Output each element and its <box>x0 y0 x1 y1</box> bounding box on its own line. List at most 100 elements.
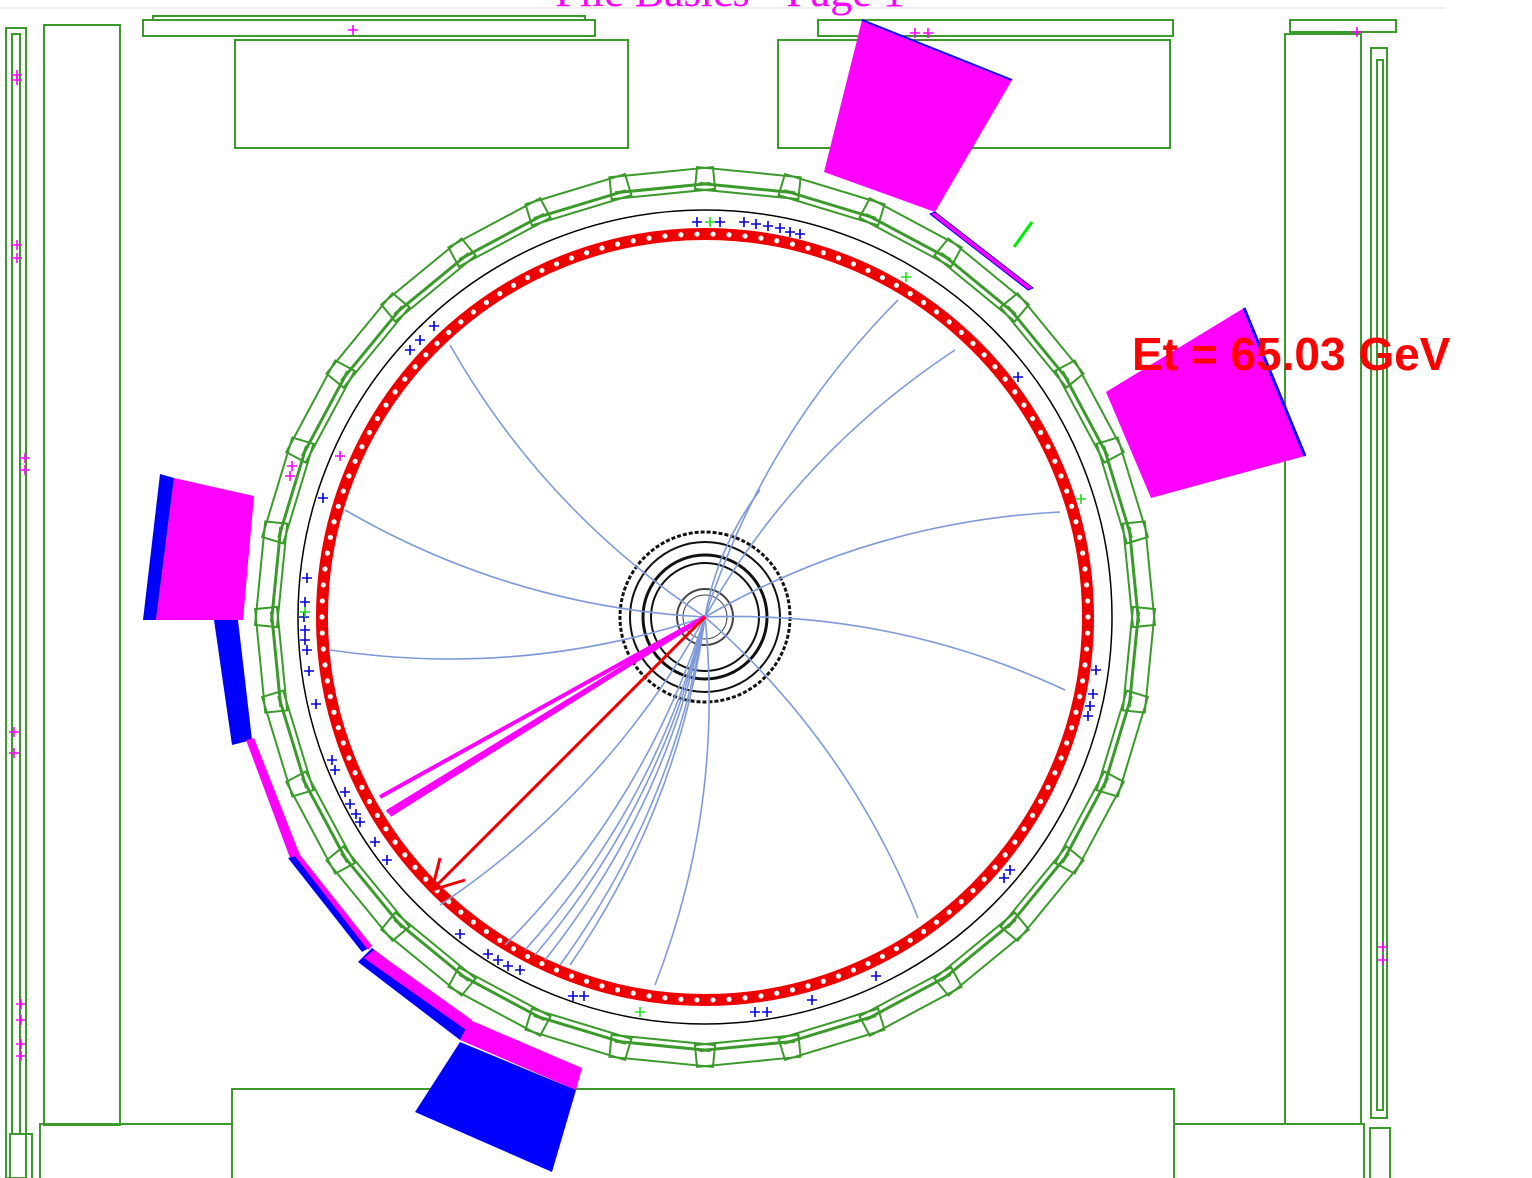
segment-outer <box>777 172 886 227</box>
ring-cell <box>568 255 575 261</box>
ring-cell <box>893 946 900 952</box>
ring-cell <box>1064 740 1070 746</box>
segment-outer <box>1053 770 1126 875</box>
ring-cell <box>1012 389 1018 395</box>
detector-frame <box>0 7 1445 1178</box>
missing-et <box>430 615 707 892</box>
hit <box>910 28 920 38</box>
hit <box>20 465 30 475</box>
ring-cell <box>374 812 380 819</box>
segment-outer <box>1095 689 1150 798</box>
muon-segment <box>325 291 411 389</box>
ring-cell <box>599 983 605 989</box>
hit <box>579 991 589 1001</box>
ring-cell <box>322 566 328 572</box>
muon-segment <box>693 1033 802 1069</box>
ring-cell <box>434 340 440 346</box>
muon-segment <box>858 965 963 1038</box>
ring-cell <box>992 364 998 370</box>
hit <box>750 1007 760 1017</box>
hit <box>318 493 328 503</box>
ring-cell <box>694 231 700 237</box>
track <box>534 616 706 956</box>
ring-cell <box>352 458 358 464</box>
hit <box>300 625 310 635</box>
track <box>704 489 761 618</box>
segment-outer <box>260 436 315 545</box>
hit <box>751 219 761 229</box>
hit <box>12 75 22 85</box>
ring-cell <box>1077 694 1083 700</box>
ring-cell <box>865 960 871 967</box>
ring-cell <box>1082 566 1088 572</box>
hit <box>515 965 525 975</box>
hit <box>493 955 503 965</box>
segment-outer <box>524 172 633 227</box>
ring-cell <box>920 928 927 935</box>
segment-outer <box>253 605 289 714</box>
ring-cell <box>789 987 796 993</box>
ring-cell <box>446 329 452 335</box>
segment-outer <box>325 291 411 389</box>
energy-label: Et = 65.03 GeV <box>1132 328 1451 380</box>
segment-outer <box>447 196 552 269</box>
ring-cell <box>879 953 886 960</box>
ring-cell <box>553 967 560 973</box>
segment-outer <box>858 965 963 1038</box>
hit <box>1083 711 1093 721</box>
ring-cell <box>835 973 842 979</box>
track <box>449 344 706 618</box>
ring-cell <box>1038 429 1044 436</box>
page-title: File Basics - Page 1 <box>555 0 905 16</box>
ring-cell <box>758 993 764 999</box>
ring-cell <box>319 630 325 636</box>
track <box>704 349 956 618</box>
hit <box>335 451 345 461</box>
segment-outer <box>1053 359 1126 464</box>
hit <box>483 949 493 959</box>
ring-cell <box>946 909 952 915</box>
ring-cell <box>646 993 652 999</box>
muon-segment <box>999 291 1085 389</box>
segment-outer <box>284 770 357 875</box>
ring-cell <box>1073 519 1079 525</box>
electron-track <box>379 615 706 799</box>
ring-cell <box>662 995 668 1001</box>
hit <box>304 666 314 676</box>
ring-cell <box>1012 839 1018 845</box>
ring-cell <box>584 978 590 984</box>
ring-cell <box>1085 614 1091 620</box>
ring-cell <box>423 876 429 882</box>
ring-cell <box>970 340 976 346</box>
ring-cell <box>662 233 668 239</box>
ring-cell <box>470 309 477 315</box>
hit <box>370 837 380 847</box>
segment-outer <box>260 689 315 798</box>
ring-cell <box>630 990 636 996</box>
ring-cell <box>524 953 531 960</box>
ring-cell <box>646 235 652 241</box>
muon-segment <box>608 1033 717 1069</box>
ring-cell <box>510 282 517 288</box>
track <box>569 616 706 966</box>
muon-segment <box>253 605 289 714</box>
ring-cell <box>483 299 490 306</box>
inner-layer <box>618 530 792 704</box>
hit <box>1378 942 1388 952</box>
ring-cell <box>774 990 780 996</box>
hit <box>1088 689 1098 699</box>
segment-outer <box>933 911 1031 997</box>
ring-cell <box>510 946 517 952</box>
tracks <box>329 299 1066 986</box>
ring-cell <box>933 919 940 925</box>
hit <box>9 748 19 758</box>
ring-cell <box>710 997 716 1003</box>
ring-cell <box>1021 402 1027 408</box>
hit <box>355 817 365 827</box>
ring-cell <box>946 319 952 325</box>
hit <box>415 335 425 345</box>
ring-cell <box>678 232 684 238</box>
ring-cell <box>497 937 503 943</box>
ring-cell <box>1021 826 1027 832</box>
